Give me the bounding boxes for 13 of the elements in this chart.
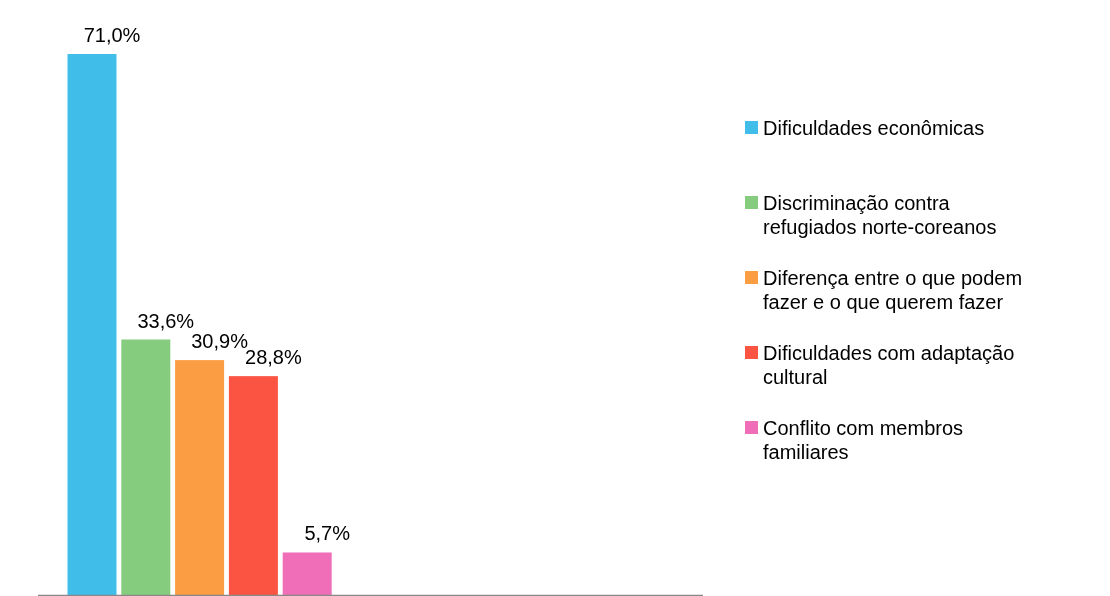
bar xyxy=(67,54,117,596)
bar xyxy=(282,552,332,596)
legend-label: Diferença entre o que podem fazer e o que querem fazer xyxy=(763,267,1023,313)
bar xyxy=(175,360,225,596)
bar xyxy=(121,339,171,596)
legend-label: Conflito com membros familiares xyxy=(763,417,964,463)
legend-label: Dificuldades econômicas xyxy=(763,117,985,139)
data-label: 33,6% xyxy=(137,309,195,332)
legend-label: Discriminação contra refugiados norte-coreanos xyxy=(763,192,997,238)
legend-label: Dificuldades com adaptação cultural xyxy=(763,342,1015,388)
bar xyxy=(228,376,278,596)
data-label: 5,7% xyxy=(304,522,351,545)
data-label: 71,0% xyxy=(83,24,141,46)
